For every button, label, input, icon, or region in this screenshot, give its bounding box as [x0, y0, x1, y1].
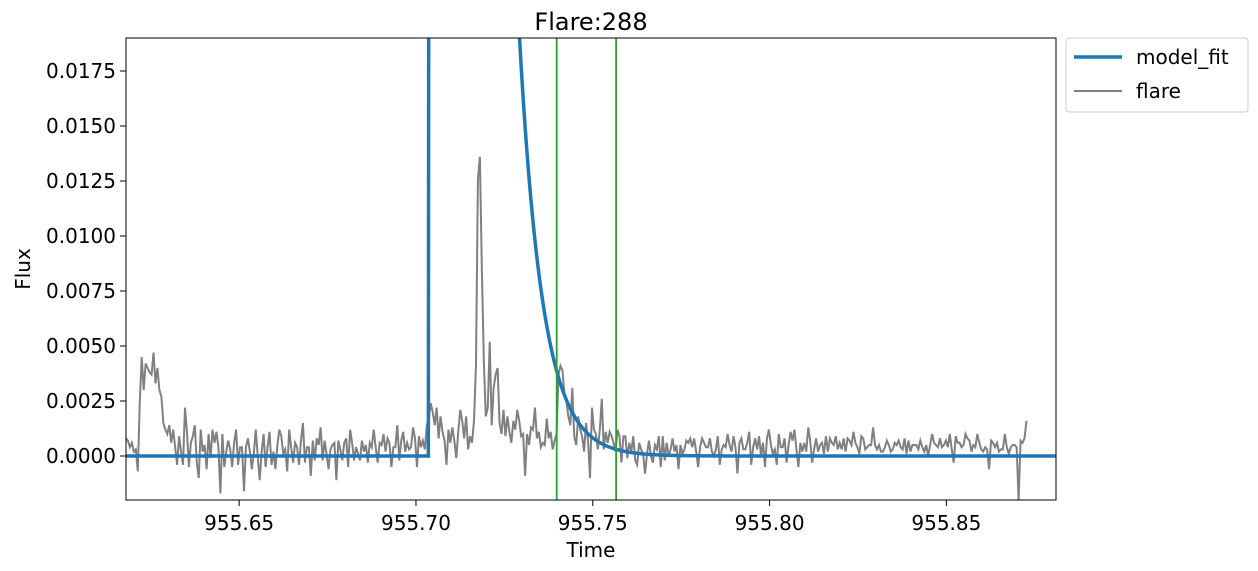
y-tick-label: 0.0025 [46, 389, 116, 413]
x-tick-label: 955.85 [911, 511, 981, 535]
axes-frame [125, 37, 1057, 501]
x-tick-label: 955.75 [558, 511, 628, 535]
y-tick-label: 0.0100 [46, 224, 116, 248]
legend: model_fit flare [1065, 37, 1249, 113]
plot-area [126, 38, 1056, 500]
y-tick-label: 0.0150 [46, 114, 116, 138]
legend-label-model-fit: model_fit [1136, 45, 1229, 69]
y-tick-label: 0.0075 [46, 279, 116, 303]
x-axis-label: Time [566, 538, 616, 562]
x-tick-label: 955.80 [735, 511, 805, 535]
y-tick-label: 0.0125 [46, 169, 116, 193]
x-axis: 955.65 955.70 955.75 955.80 955.85 [204, 500, 981, 535]
x-tick-label: 955.70 [381, 511, 451, 535]
series-model-fit [126, 38, 1056, 458]
y-axis-label: Flux [11, 248, 35, 290]
y-tick-label: 0.0175 [46, 59, 116, 83]
chart-title: Flare:288 [534, 8, 647, 36]
y-tick-label: 0.0050 [46, 334, 116, 358]
y-tick-label: 0.0000 [46, 444, 116, 468]
x-tick-label: 955.65 [204, 511, 274, 535]
y-axis: 0.0000 0.0025 0.0050 0.0075 0.0100 0.0125 0.01… [46, 59, 126, 468]
series-flare [126, 156, 1028, 500]
legend-label-flare: flare [1136, 79, 1181, 103]
